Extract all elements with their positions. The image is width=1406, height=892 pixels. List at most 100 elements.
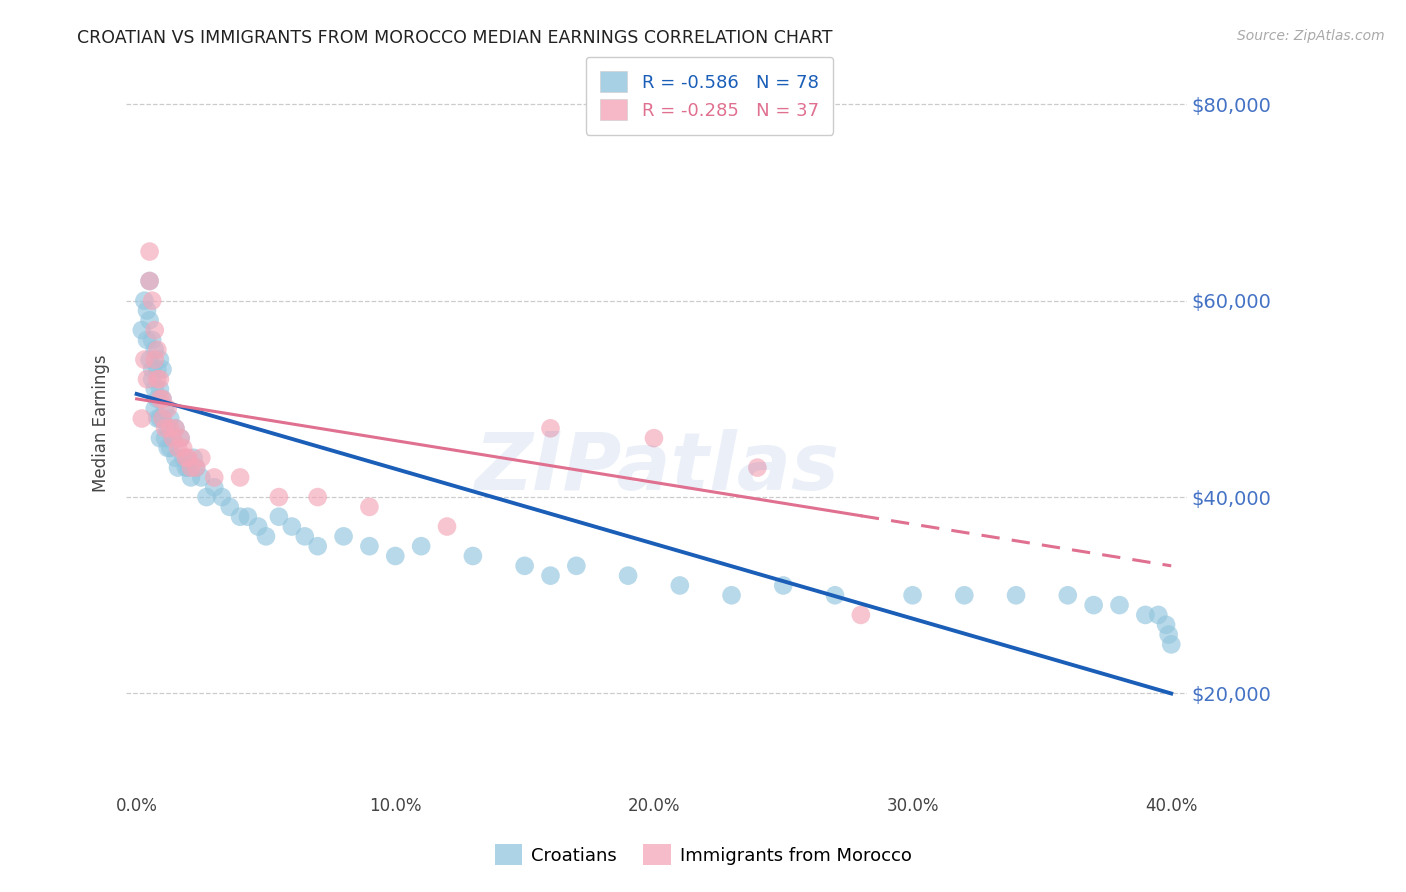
- Point: [824, 588, 846, 602]
- Point: [180, 460, 202, 475]
- Point: [174, 460, 197, 475]
- Point: [149, 431, 172, 445]
- Point: [152, 411, 174, 425]
- Point: [174, 450, 197, 465]
- Point: [1160, 637, 1182, 651]
- Point: [134, 293, 156, 308]
- Point: [172, 450, 194, 465]
- Point: [143, 382, 166, 396]
- Point: [131, 323, 153, 337]
- Point: [141, 333, 163, 347]
- Point: [153, 431, 176, 445]
- Point: [267, 509, 290, 524]
- Point: [1154, 617, 1177, 632]
- Point: [167, 441, 190, 455]
- Point: [134, 352, 156, 367]
- Point: [436, 519, 458, 533]
- Point: [131, 411, 153, 425]
- Point: [184, 460, 207, 475]
- Point: [136, 333, 159, 347]
- Point: [180, 470, 202, 484]
- Point: [141, 362, 163, 376]
- Point: [169, 431, 191, 445]
- Point: [643, 431, 665, 445]
- Point: [159, 421, 181, 435]
- Point: [307, 539, 329, 553]
- Point: [565, 558, 588, 573]
- Point: [159, 441, 181, 455]
- Point: [190, 470, 212, 484]
- Point: [172, 441, 194, 455]
- Point: [153, 401, 176, 416]
- Point: [143, 343, 166, 357]
- Point: [169, 431, 191, 445]
- Point: [1056, 588, 1078, 602]
- Point: [1083, 598, 1105, 612]
- Point: [953, 588, 976, 602]
- Point: [772, 578, 794, 592]
- Point: [1160, 795, 1182, 809]
- Point: [146, 362, 169, 376]
- Point: [332, 529, 354, 543]
- Point: [359, 500, 381, 514]
- Point: [141, 293, 163, 308]
- Point: [669, 578, 692, 592]
- Point: [617, 568, 640, 582]
- Point: [849, 607, 872, 622]
- Point: [218, 500, 240, 514]
- Text: CROATIAN VS IMMIGRANTS FROM MOROCCO MEDIAN EARNINGS CORRELATION CHART: CROATIAN VS IMMIGRANTS FROM MOROCCO MEDI…: [77, 29, 832, 46]
- Point: [229, 470, 252, 484]
- Point: [143, 401, 166, 416]
- Point: [247, 519, 270, 533]
- Point: [149, 372, 172, 386]
- Point: [146, 411, 169, 425]
- Point: [177, 450, 200, 465]
- Y-axis label: Median Earnings: Median Earnings: [93, 355, 110, 492]
- Point: [513, 558, 536, 573]
- Point: [152, 392, 174, 406]
- Point: [165, 421, 187, 435]
- Point: [138, 244, 160, 259]
- Point: [177, 460, 200, 475]
- Point: [211, 490, 233, 504]
- Point: [411, 539, 433, 553]
- Point: [747, 460, 769, 475]
- Point: [149, 411, 172, 425]
- Point: [461, 549, 484, 563]
- Point: [149, 392, 172, 406]
- Point: [202, 480, 225, 494]
- Point: [149, 352, 172, 367]
- Point: [156, 421, 179, 435]
- Point: [184, 460, 207, 475]
- Legend: Croatians, Immigrants from Morocco: Croatians, Immigrants from Morocco: [485, 835, 921, 874]
- Point: [1157, 627, 1180, 641]
- Point: [190, 450, 212, 465]
- Legend: R = -0.586   N = 78, R = -0.285   N = 37: R = -0.586 N = 78, R = -0.285 N = 37: [586, 57, 834, 135]
- Point: [195, 490, 218, 504]
- Point: [138, 274, 160, 288]
- Point: [540, 421, 562, 435]
- Point: [202, 470, 225, 484]
- Point: [146, 392, 169, 406]
- Point: [267, 490, 290, 504]
- Point: [138, 274, 160, 288]
- Point: [165, 421, 187, 435]
- Point: [156, 401, 179, 416]
- Point: [307, 490, 329, 504]
- Point: [1135, 607, 1157, 622]
- Point: [146, 343, 169, 357]
- Point: [156, 441, 179, 455]
- Point: [146, 372, 169, 386]
- Point: [359, 539, 381, 553]
- Text: ZIPatlas: ZIPatlas: [474, 429, 839, 507]
- Point: [141, 372, 163, 386]
- Point: [167, 460, 190, 475]
- Text: Source: ZipAtlas.com: Source: ZipAtlas.com: [1237, 29, 1385, 43]
- Point: [540, 568, 562, 582]
- Point: [162, 431, 184, 445]
- Point: [1147, 607, 1170, 622]
- Point: [153, 421, 176, 435]
- Point: [159, 411, 181, 425]
- Point: [229, 509, 252, 524]
- Point: [294, 529, 316, 543]
